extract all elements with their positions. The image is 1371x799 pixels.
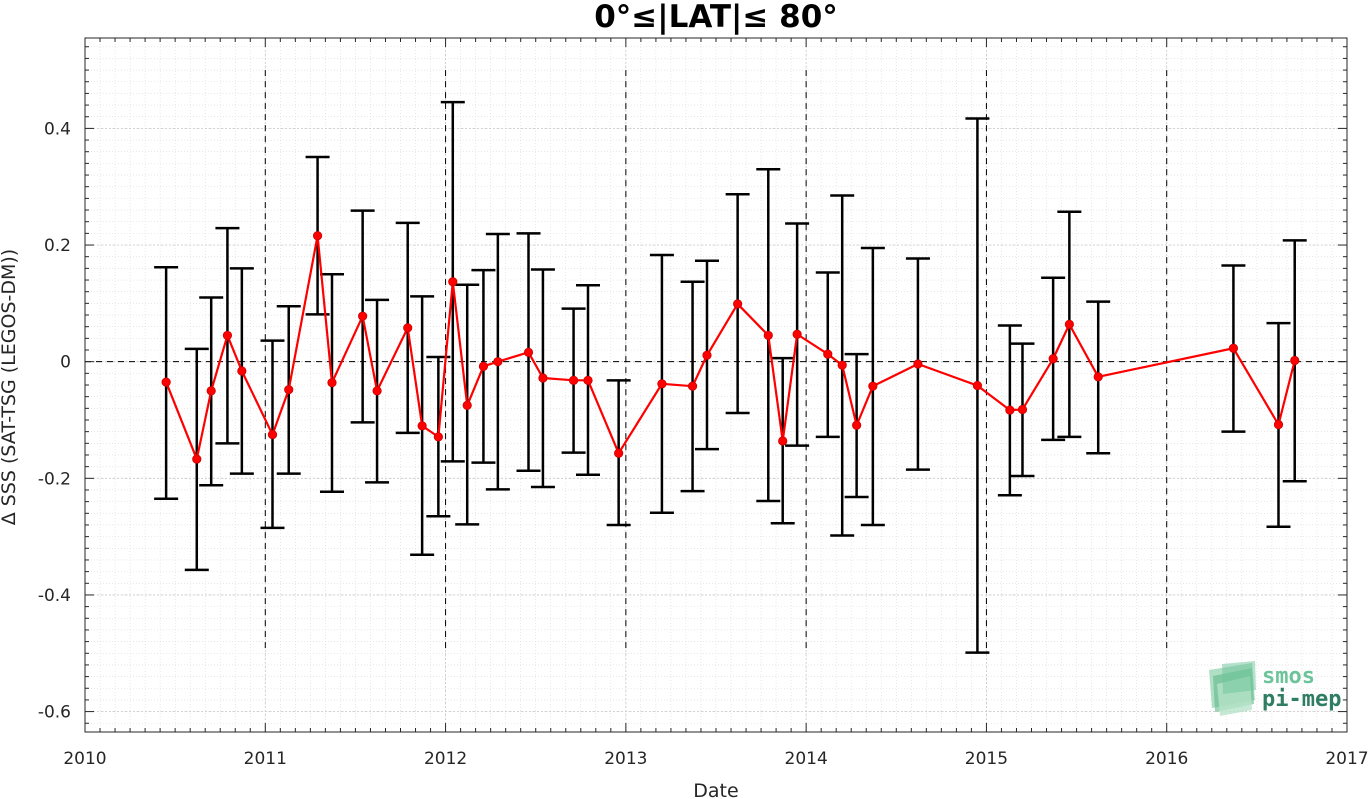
data-point <box>972 380 983 391</box>
x-tick-label: 2012 <box>424 749 467 769</box>
y-tick-label: 0 <box>60 353 71 373</box>
x-tick-label: 2011 <box>244 749 287 769</box>
data-point <box>614 448 624 458</box>
y-tick-label: 0.2 <box>44 236 71 256</box>
data-point <box>778 436 788 446</box>
y-tick-label: -0.4 <box>38 586 71 606</box>
data-point <box>792 329 802 339</box>
data-point <box>372 386 382 396</box>
data-point <box>837 360 847 370</box>
data-point <box>327 378 337 388</box>
data-point <box>312 231 323 241</box>
series-polyline <box>165 234 1296 461</box>
data-point <box>267 429 278 440</box>
data-point <box>523 347 534 357</box>
data-point <box>192 454 202 464</box>
logo-mark-icon <box>1209 661 1256 716</box>
series-line <box>165 234 1296 461</box>
chart-title: 0°≤|LAT|≤ 80° <box>594 0 838 35</box>
data-point <box>583 375 593 385</box>
data-point <box>687 381 698 391</box>
x-tick-label: 2010 <box>63 749 106 769</box>
y-tick-label: -0.6 <box>38 703 71 723</box>
data-point <box>493 357 503 367</box>
data-point <box>1005 405 1015 415</box>
series-markers <box>161 231 1300 464</box>
grid <box>84 38 1348 732</box>
data-point <box>161 377 171 387</box>
y-tick-label: -0.2 <box>38 469 71 489</box>
data-point <box>913 359 923 369</box>
axes <box>84 37 1348 733</box>
data-point <box>823 349 833 359</box>
data-point <box>417 421 427 431</box>
x-tick-label: 2017 <box>1325 749 1368 769</box>
y-tick-label: 0.4 <box>44 119 71 139</box>
data-point <box>206 386 216 396</box>
data-point <box>1273 420 1284 430</box>
data-point <box>733 299 743 309</box>
y-tick-labels: -0.6 -0.4 -0.2 0 0.2 0.4 <box>38 119 71 722</box>
data-point <box>568 375 579 385</box>
data-point <box>657 379 667 389</box>
x-tick-labels: 2010 2011 2012 2013 2014 2015 2016 2017 <box>63 749 1368 769</box>
x-tick-label: 2013 <box>604 749 647 769</box>
data-point <box>358 311 368 321</box>
data-point <box>1048 354 1058 364</box>
data-point <box>1228 343 1239 353</box>
smos-pimep-logo: smos pi-mep <box>1209 661 1341 716</box>
data-point <box>1290 355 1300 366</box>
data-point <box>763 330 773 341</box>
data-point <box>403 323 413 333</box>
data-point <box>222 330 233 341</box>
data-point <box>538 373 548 383</box>
data-point <box>448 277 458 287</box>
data-point <box>1064 319 1074 329</box>
data-point <box>433 432 443 442</box>
data-point <box>284 385 294 395</box>
data-point <box>868 381 878 391</box>
x-tick-label: 2016 <box>1145 749 1188 769</box>
logo-text-smos: smos <box>1262 664 1315 689</box>
x-tick-label: 2015 <box>965 749 1008 769</box>
y-axis-label: Δ SSS (SAT-TSG (LEGOS-DM)) <box>0 249 20 525</box>
data-point <box>852 420 862 430</box>
x-axis-label: Date <box>693 780 738 799</box>
x-tick-label: 2014 <box>785 749 828 769</box>
data-point <box>462 400 472 411</box>
data-point <box>1017 404 1028 415</box>
data-point <box>478 361 489 371</box>
data-point <box>702 350 712 360</box>
logo-text-pimep: pi-mep <box>1262 687 1341 712</box>
data-point <box>1093 372 1103 382</box>
data-point <box>237 366 247 376</box>
